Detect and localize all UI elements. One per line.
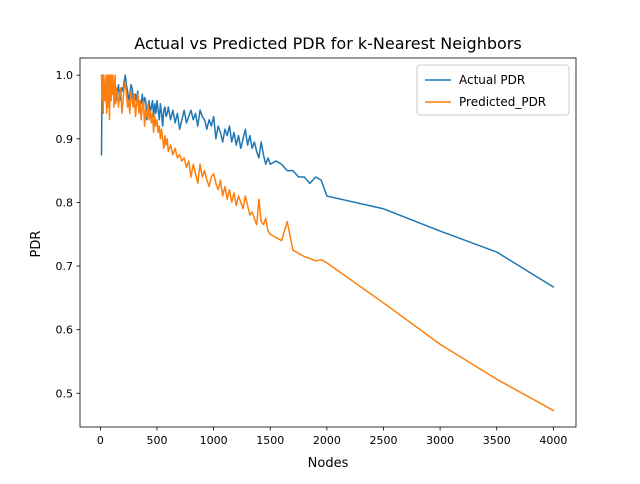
y-tick-label: 1.0 [56, 69, 74, 82]
plot-area: 0 500 1000 1500 2000 2500 3000 3500 4000 0.5 0.6 0.… [56, 57, 577, 447]
series-line-actual-pdr [100, 74, 555, 289]
y-tick-label: 0.9 [56, 133, 74, 146]
y-axis-label: PDR [29, 231, 44, 258]
y-tick-label: 0.5 [56, 387, 74, 400]
x-tick-label: 3500 [483, 434, 511, 447]
legend-box [416, 64, 570, 116]
x-tick-label: 2000 [313, 434, 341, 447]
x-tick-label: 4000 [539, 434, 567, 447]
y-tick-label: 0.8 [56, 196, 74, 209]
x-tick-label: 2500 [369, 434, 397, 447]
x-tick-label: 0 [97, 434, 104, 447]
legend-label: Predicted_PDR [459, 95, 546, 109]
legend: Actual PDR Predicted_PDR [416, 64, 570, 116]
x-tick-label: 500 [147, 434, 168, 447]
y-tick-label: 0.6 [56, 324, 74, 337]
x-tick-label: 1000 [200, 434, 228, 447]
y-tick-label: 0.7 [56, 260, 74, 273]
x-tick-label: 3000 [426, 434, 454, 447]
x-tick-label: 1500 [256, 434, 284, 447]
x-axis-label: Nodes [308, 456, 349, 471]
chart-title: Actual vs Predicted PDR for k-Nearest Ne… [134, 34, 521, 53]
axes-frame [79, 57, 577, 428]
series-line-predicted-pdr [100, 74, 555, 412]
legend-label: Actual PDR [459, 73, 525, 87]
